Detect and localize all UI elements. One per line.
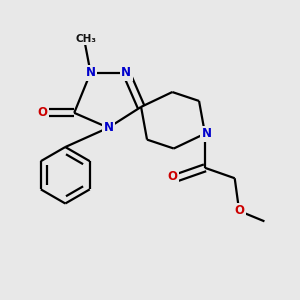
Text: N: N	[202, 127, 212, 140]
Text: O: O	[37, 106, 47, 119]
Text: CH₃: CH₃	[76, 34, 97, 44]
Text: N: N	[85, 66, 96, 79]
Text: O: O	[167, 170, 177, 183]
Text: O: O	[234, 204, 244, 218]
Text: N: N	[121, 66, 131, 79]
Text: N: N	[103, 121, 113, 134]
